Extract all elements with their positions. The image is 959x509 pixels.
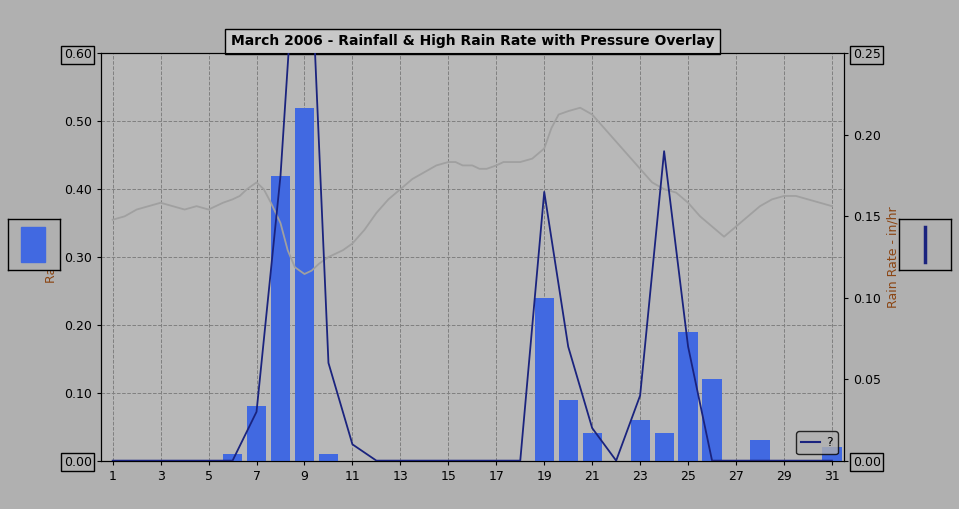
Bar bbox=[318, 454, 338, 461]
Bar bbox=[654, 434, 673, 461]
Y-axis label: Rain Rate - in/hr: Rain Rate - in/hr bbox=[886, 206, 900, 308]
Bar bbox=[21, 227, 45, 262]
Bar bbox=[702, 379, 722, 461]
Legend: ?: ? bbox=[796, 432, 837, 455]
Bar bbox=[583, 434, 602, 461]
Bar bbox=[222, 454, 242, 461]
Bar bbox=[535, 298, 554, 461]
Title: March 2006 - Rainfall & High Rain Rate with Pressure Overlay: March 2006 - Rainfall & High Rain Rate w… bbox=[230, 34, 714, 48]
Bar bbox=[295, 108, 315, 461]
Y-axis label: Rain - in: Rain - in bbox=[45, 231, 58, 283]
Bar bbox=[631, 420, 650, 461]
Bar bbox=[270, 176, 290, 461]
Bar bbox=[823, 447, 842, 461]
Bar bbox=[558, 400, 577, 461]
Bar bbox=[750, 440, 769, 461]
Bar bbox=[679, 332, 698, 461]
Bar bbox=[247, 406, 267, 461]
